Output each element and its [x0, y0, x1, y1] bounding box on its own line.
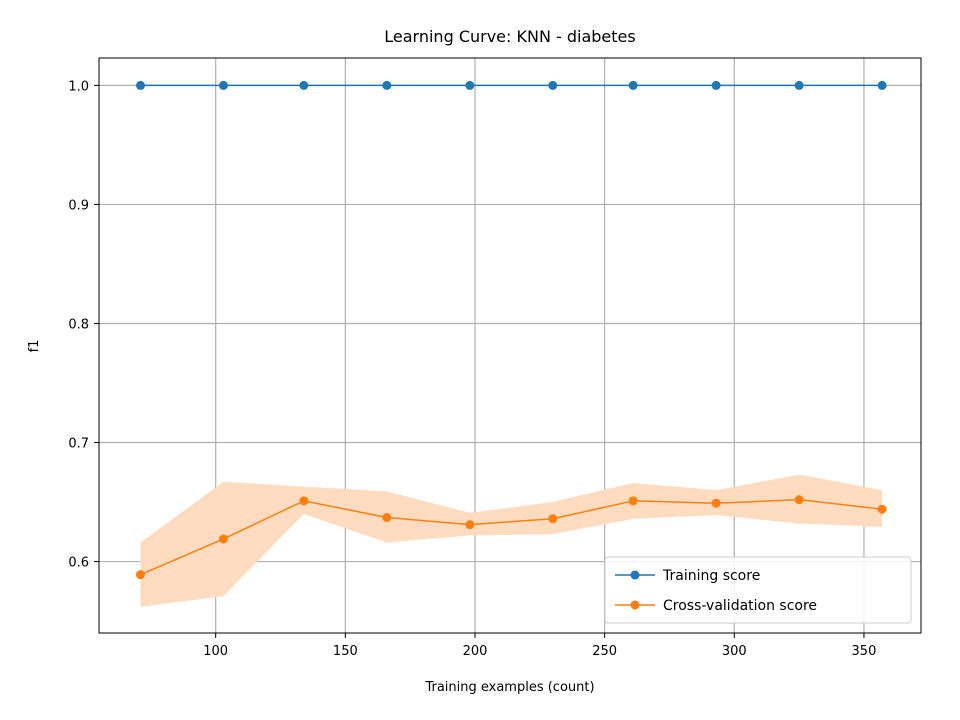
data-point	[299, 496, 309, 506]
confidence-band	[140, 474, 883, 607]
data-point	[465, 520, 475, 530]
data-point	[877, 80, 887, 90]
data-point	[218, 534, 228, 544]
x-tick-label: 150	[333, 644, 358, 659]
legend-swatch-marker	[630, 600, 640, 610]
y-axis-label: f1	[27, 340, 42, 353]
data-point	[218, 80, 228, 90]
legend-entry-label: Cross-validation score	[663, 598, 817, 614]
chart-title: Learning Curve: KNN - diabetes	[384, 27, 635, 46]
confidence-bands	[140, 474, 883, 607]
y-tick-label: 0.7	[68, 437, 89, 452]
series-lines	[140, 84, 883, 576]
series-line	[140, 498, 883, 576]
data-point	[548, 80, 558, 90]
x-tick-label: 200	[463, 644, 488, 659]
x-tick-label: 300	[722, 644, 747, 659]
x-tick-label: 100	[203, 644, 228, 659]
y-tick-label: 0.8	[68, 317, 89, 332]
data-point	[135, 570, 145, 580]
y-tick-label: 0.6	[68, 556, 89, 571]
y-tick-label: 1.0	[68, 79, 89, 94]
legend-swatch-marker	[630, 570, 640, 580]
data-point	[382, 80, 392, 90]
data-point	[299, 80, 309, 90]
data-point	[794, 495, 804, 505]
x-tick-label: 350	[852, 644, 877, 659]
legend: Training score Cross-validation score	[604, 556, 912, 624]
data-point	[711, 498, 721, 508]
plot-frame	[98, 57, 922, 634]
series-points	[135, 80, 887, 580]
legend-box	[604, 556, 912, 624]
data-point	[628, 80, 638, 90]
data-point	[135, 80, 145, 90]
x-tick-label: 250	[592, 644, 617, 659]
data-point	[382, 513, 392, 523]
y-tick-label: 0.9	[68, 198, 89, 213]
data-point	[711, 80, 721, 90]
x-axis-label: Training examples (count)	[424, 680, 594, 695]
axis-ticks: 100 150 200 250 300 350 0.6 0.7 0.8 0.9 1.0	[68, 79, 876, 659]
data-point	[465, 80, 475, 90]
legend-entry-label: Training score	[662, 568, 760, 584]
data-point	[877, 504, 887, 514]
data-point	[548, 514, 558, 524]
data-point	[628, 496, 638, 506]
data-point	[794, 80, 804, 90]
